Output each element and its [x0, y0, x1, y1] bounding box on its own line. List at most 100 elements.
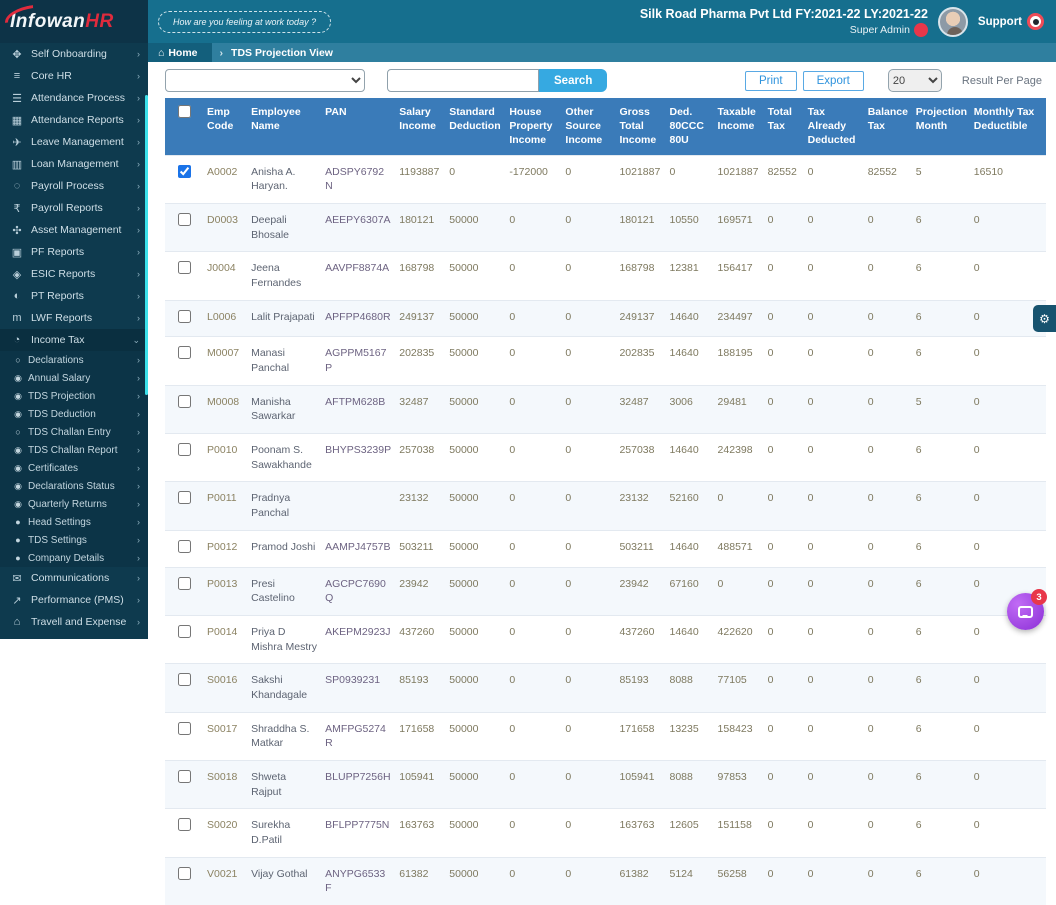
cell-tax_deducted: 0: [804, 567, 864, 615]
sidebar-subitem-tds-challan-report[interactable]: ◉TDS Challan Report›: [0, 441, 148, 459]
row-checkbox[interactable]: [178, 310, 191, 323]
row-checkbox[interactable]: [178, 346, 191, 359]
cell-house_property: 0: [505, 385, 561, 433]
sidebar-item-performance-pms[interactable]: ↗Performance (PMS)›: [0, 589, 148, 611]
sidebar-subitem-tds-deduction[interactable]: ◉TDS Deduction›: [0, 405, 148, 423]
search-input[interactable]: [387, 69, 539, 92]
sidebar-subitem-annual-salary[interactable]: ◉Annual Salary›: [0, 369, 148, 387]
sidebar-item-pt-reports[interactable]: ◐PT Reports›: [0, 285, 148, 307]
cell-gross_total: 1021887: [615, 155, 665, 203]
breadcrumb-home-link[interactable]: ⌂ Home: [148, 43, 212, 62]
app-logo[interactable]: InfowanHR: [10, 11, 114, 33]
cell-projection_month: 5: [912, 155, 970, 203]
cell-code: P0012: [203, 530, 247, 567]
cell-house_property: 0: [505, 252, 561, 300]
cell-balance_tax: 0: [864, 385, 912, 433]
sidebar-subitem-certificates[interactable]: ◉Certificates›: [0, 459, 148, 477]
cell-balance_tax: 0: [864, 712, 912, 760]
row-checkbox[interactable]: [178, 625, 191, 638]
sidebar-subitem-declarations-status[interactable]: ◉Declarations Status›: [0, 477, 148, 495]
cell-code: S0018: [203, 761, 247, 809]
cell-taxable: 234497: [714, 300, 764, 337]
sidebar-item-attendance-process[interactable]: ☰Attendance Process›: [0, 87, 148, 109]
sidebar-subitem-quarterly-returns[interactable]: ◉Quarterly Returns›: [0, 495, 148, 513]
sidebar-item-self-onboarding[interactable]: ✥Self Onboarding›: [0, 43, 148, 65]
cell-std_deduction: 50000: [445, 300, 505, 337]
sidebar-subitem-declarations[interactable]: ○Declarations›: [0, 351, 148, 369]
sidebar-item-payroll-process[interactable]: ◌Payroll Process›: [0, 175, 148, 197]
row-checkbox[interactable]: [178, 491, 191, 504]
cell-code: M0007: [203, 337, 247, 385]
cell-projection_month: 6: [912, 300, 970, 337]
avatar[interactable]: [938, 7, 968, 37]
sidebar-item-pf-reports[interactable]: ▣PF Reports›: [0, 241, 148, 263]
filter-select[interactable]: [165, 69, 365, 92]
chevron-right-icon: ›: [137, 573, 140, 583]
support-button[interactable]: Support: [978, 13, 1044, 30]
row-checkbox[interactable]: [178, 540, 191, 553]
sidebar-item-esic-reports[interactable]: ◈ESIC Reports›: [0, 263, 148, 285]
row-checkbox[interactable]: [178, 818, 191, 831]
cell-other_source: 0: [561, 385, 615, 433]
cell-balance_tax: 0: [864, 203, 912, 251]
rupee-icon: ₹: [10, 202, 24, 215]
row-checkbox[interactable]: [178, 673, 191, 686]
cell-name: Shraddha S. Matkar: [247, 712, 321, 760]
sidebar-subitem-label: Annual Salary: [28, 373, 132, 384]
chevron-right-icon: ›: [137, 373, 140, 383]
sidebar-item-leave-management[interactable]: ✈Leave Management›: [0, 131, 148, 153]
sidebar-item-label: Payroll Process: [31, 180, 130, 192]
cell-tax_deducted: 0: [804, 252, 864, 300]
row-checkbox[interactable]: [178, 165, 191, 178]
cell-salary: 163763: [395, 809, 445, 857]
sidebar-item-attendance-reports[interactable]: ▦Attendance Reports›: [0, 109, 148, 131]
sidebar-item-travell-and-expense[interactable]: ⌂Travell and Expense›: [0, 611, 148, 633]
cell-gross_total: 437260: [615, 615, 665, 663]
cell-tax_deducted: 0: [804, 434, 864, 482]
print-button[interactable]: Print: [745, 71, 797, 91]
cell-other_source: 0: [561, 712, 615, 760]
cell-gross_total: 32487: [615, 385, 665, 433]
sidebar-subitem-head-settings[interactable]: ●Head Settings›: [0, 513, 148, 531]
search-button[interactable]: Search: [539, 69, 607, 92]
row-checkbox[interactable]: [178, 722, 191, 735]
row-checkbox[interactable]: [178, 213, 191, 226]
mood-survey-button[interactable]: How are you feeling at work today ?: [158, 11, 331, 33]
sidebar-subitem-company-details[interactable]: ●Company Details›: [0, 549, 148, 567]
sidebar-item-loan-management[interactable]: ▥Loan Management›: [0, 153, 148, 175]
row-checkbox[interactable]: [178, 443, 191, 456]
chat-fab[interactable]: 3: [1007, 593, 1044, 630]
cell-taxable: 158423: [714, 712, 764, 760]
sidebar-item-core-hr[interactable]: ≡Core HR›: [0, 65, 148, 87]
cell-name: Poonam S. Sawakhande: [247, 434, 321, 482]
settings-fab[interactable]: ⚙: [1033, 305, 1056, 332]
page-size-select[interactable]: 20: [888, 69, 942, 92]
select-all-checkbox[interactable]: [178, 105, 191, 118]
cell-house_property: 0: [505, 567, 561, 615]
row-checkbox[interactable]: [178, 867, 191, 880]
row-checkbox[interactable]: [178, 577, 191, 590]
sidebar-subitem-tds-challan-entry[interactable]: ○TDS Challan Entry›: [0, 423, 148, 441]
sidebar-item-communications[interactable]: ✉Communications›: [0, 567, 148, 589]
cell-balance_tax: 0: [864, 664, 912, 712]
sidebar-item-payroll-reports[interactable]: ₹Payroll Reports›: [0, 197, 148, 219]
cell-gross_total: 257038: [615, 434, 665, 482]
cell-taxable: 188195: [714, 337, 764, 385]
notification-badge[interactable]: [914, 23, 928, 37]
cell-house_property: 0: [505, 809, 561, 857]
row-checkbox[interactable]: [178, 261, 191, 274]
cell-tax_deducted: 0: [804, 761, 864, 809]
sidebar-subitem-tds-settings[interactable]: ●TDS Settings›: [0, 531, 148, 549]
sidebar-item-asset-management[interactable]: ✣Asset Management›: [0, 219, 148, 241]
row-checkbox[interactable]: [178, 770, 191, 783]
sidebar-subitem-tds-projection[interactable]: ◉TDS Projection›: [0, 387, 148, 405]
row-checkbox[interactable]: [178, 395, 191, 408]
cell-other_source: 0: [561, 664, 615, 712]
export-button[interactable]: Export: [803, 71, 864, 91]
sidebar-item-income-tax[interactable]: ◔Income Tax⌄: [0, 329, 148, 351]
cell-pan: [321, 482, 395, 530]
chevron-right-icon: ›: [137, 391, 140, 401]
